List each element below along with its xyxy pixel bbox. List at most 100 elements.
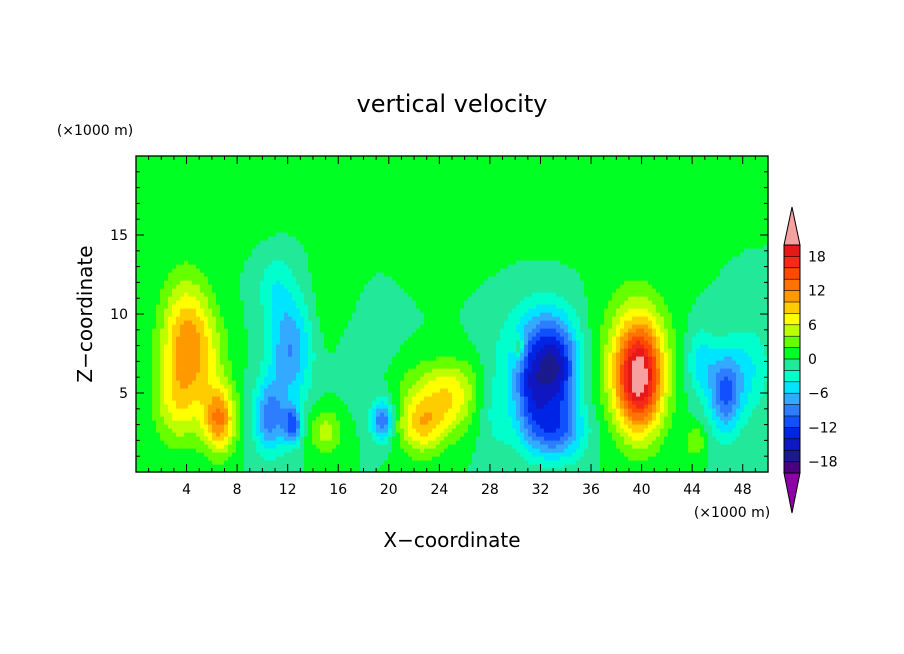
field-cell [572, 396, 577, 401]
field-cell [236, 424, 241, 429]
field-cell [764, 396, 769, 401]
field-cell [188, 380, 193, 385]
field-cell [756, 360, 761, 365]
field-cell [544, 404, 549, 409]
field-cell [428, 416, 433, 421]
field-cell [220, 384, 225, 389]
field-cell [228, 408, 233, 413]
field-cell [160, 388, 165, 393]
field-cell [672, 368, 677, 373]
field-cell [336, 376, 341, 381]
field-cell [744, 440, 749, 445]
field-cell [516, 384, 521, 389]
field-cell [256, 428, 261, 433]
field-cell [756, 432, 761, 437]
field-cell [656, 440, 661, 445]
field-cell [484, 356, 489, 361]
field-cell [532, 364, 537, 369]
field-cell [752, 348, 757, 353]
field-cell [444, 344, 449, 349]
field-cell [268, 408, 273, 413]
field-cell [544, 452, 549, 457]
field-cell [680, 360, 685, 365]
field-cell [712, 376, 717, 381]
field-cell [468, 468, 473, 473]
field-cell [596, 468, 601, 473]
field-cell [608, 444, 613, 449]
field-cell [192, 436, 197, 441]
field-cell [384, 384, 389, 389]
field-cell [436, 440, 441, 445]
field-cell [216, 388, 221, 393]
field-cell [288, 428, 293, 433]
field-cell [432, 440, 437, 445]
field-cell [364, 364, 369, 369]
field-cell [140, 416, 145, 421]
field-cell [392, 456, 397, 461]
field-cell [188, 372, 193, 377]
field-cell [320, 444, 325, 449]
field-cell [180, 384, 185, 389]
field-cell [724, 376, 729, 381]
field-cell [456, 348, 461, 353]
field-cell [340, 372, 345, 377]
field-cell [520, 352, 525, 357]
field-cell [732, 452, 737, 457]
field-cell [636, 396, 641, 401]
field-cell [668, 412, 673, 417]
field-cell [524, 348, 529, 353]
field-cell [228, 464, 233, 469]
field-cell [460, 396, 465, 401]
field-cell [440, 448, 445, 453]
field-cell [612, 412, 617, 417]
field-cell [152, 356, 157, 361]
field-cell [292, 364, 297, 369]
field-cell [540, 388, 545, 393]
field-cell [664, 376, 669, 381]
field-cell [144, 400, 149, 405]
field-cell [244, 348, 249, 353]
field-cell [364, 396, 369, 401]
field-cell [304, 400, 309, 405]
field-cell [632, 456, 637, 461]
field-cell [236, 356, 241, 361]
field-cell [456, 404, 461, 409]
field-cell [604, 364, 609, 369]
field-cell [352, 428, 357, 433]
field-cell [208, 404, 213, 409]
field-cell [748, 440, 753, 445]
field-cell [752, 396, 757, 401]
field-cell [712, 360, 717, 365]
field-cell [496, 432, 501, 437]
field-cell [672, 432, 677, 437]
field-cell [680, 432, 685, 437]
field-cell [388, 388, 393, 393]
field-cell [724, 464, 729, 469]
field-cell [428, 384, 433, 389]
field-cell [524, 464, 529, 469]
field-cell [328, 380, 333, 385]
field-cell [252, 356, 257, 361]
field-cell [348, 452, 353, 457]
field-cell [528, 428, 533, 433]
field-cell [520, 448, 525, 453]
field-cell [192, 452, 197, 457]
field-cell [384, 444, 389, 449]
field-cell [660, 380, 665, 385]
field-cell [372, 408, 377, 413]
field-cell [460, 344, 465, 349]
field-cell [140, 412, 145, 417]
field-cell [164, 440, 169, 445]
field-cell [696, 440, 701, 445]
field-cell [224, 400, 229, 405]
field-cell [648, 380, 653, 385]
field-cell [700, 436, 705, 441]
field-cell [676, 356, 681, 361]
field-cell [496, 408, 501, 413]
field-cell [412, 376, 417, 381]
field-cell [640, 364, 645, 369]
field-cell [656, 452, 661, 457]
field-cell [656, 460, 661, 465]
field-cell [340, 352, 345, 357]
field-cell [560, 456, 565, 461]
